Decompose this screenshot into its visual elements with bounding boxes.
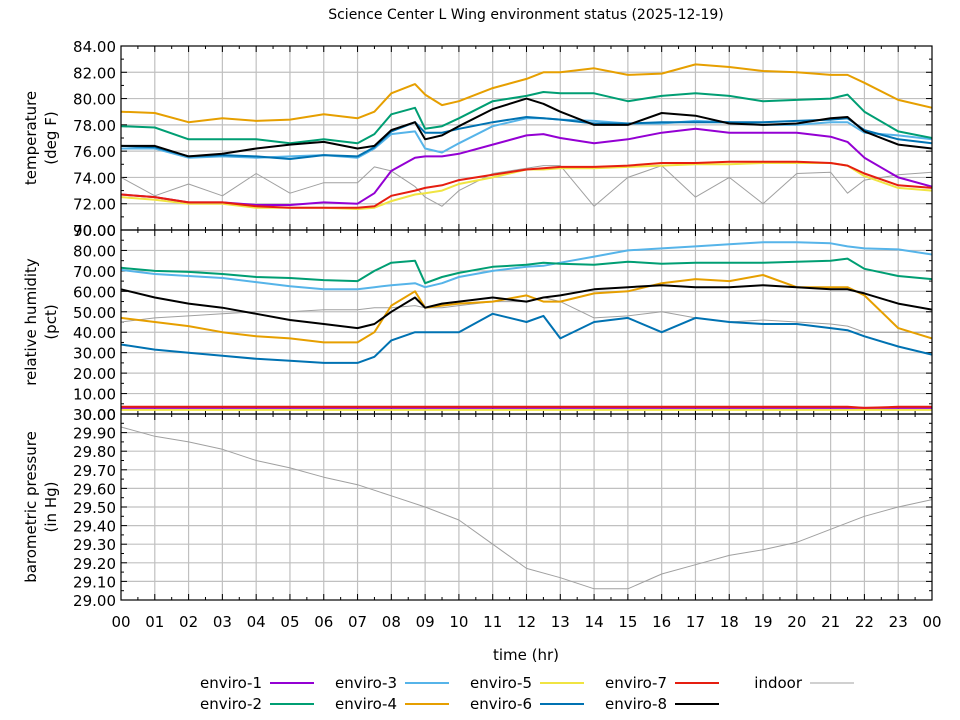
x-tick-labels: 00 01 02 03 04 05 06 07 08 09 10 11 12 13 14 15 16 17 18 19…	[111, 613, 941, 631]
legend-item-enviro-3: enviro-3	[335, 674, 449, 692]
x-tick-label: 11	[483, 613, 502, 631]
y-tick-label: 70.00	[73, 263, 116, 281]
y-tick-label: 29.30	[73, 536, 116, 554]
y-axis-title: relative humidity (pct)	[22, 258, 60, 386]
legend-item-enviro-7: enviro-7	[605, 674, 719, 692]
y-tick-label: 10.00	[73, 386, 116, 404]
y-tick-label: 84.00	[73, 38, 116, 56]
y-tick-label: 74.00	[73, 169, 116, 187]
legend-label: enviro-3	[335, 674, 397, 692]
x-tick-label: 22	[855, 613, 874, 631]
y-tick-label: 29.70	[73, 462, 116, 480]
x-tick-label: 02	[179, 613, 198, 631]
y-tick-label: 80.00	[73, 242, 116, 260]
chart-title: Science Center L Wing environment status…	[328, 7, 724, 23]
series-line-enviro-7	[121, 160, 932, 209]
legend-label: enviro-2	[200, 695, 262, 713]
x-tick-label: 17	[686, 613, 705, 631]
y-tick-label: 29.00	[73, 592, 116, 610]
x-tick-label: 15	[618, 613, 637, 631]
x-tick-label: 05	[280, 613, 299, 631]
y-tick-label: 30.00	[73, 406, 116, 424]
series-line-enviro-6	[121, 312, 932, 364]
y-tick-label: 82.00	[73, 64, 116, 82]
x-tick-label: 16	[652, 613, 671, 631]
x-tick-label: 20	[787, 613, 806, 631]
series-line-enviro-7	[121, 405, 932, 409]
plot-frame	[120, 413, 933, 601]
x-tick-label: 23	[889, 613, 908, 631]
x-axis-title: time (hr)	[493, 646, 559, 664]
y-axis-title: barometric pressure (in Hg)	[22, 431, 60, 583]
x-tick-label: 04	[247, 613, 266, 631]
x-tick-label: 08	[382, 613, 401, 631]
y-tick-label: 29.90	[73, 425, 116, 443]
y-tick-label: 29.40	[73, 518, 116, 536]
x-tick-label: 03	[213, 613, 232, 631]
x-tick-label: 09	[416, 613, 435, 631]
panel-temperature: 84.00 82.00 80.00 78.00 76.00 74.00 72.00 70.00…	[22, 38, 933, 240]
y-tick-label: 72.00	[73, 196, 116, 214]
legend-label: enviro-5	[470, 674, 532, 692]
legend-label: enviro-8	[605, 695, 667, 713]
legend-label: indoor	[754, 674, 803, 692]
x-tick-label: 07	[348, 613, 367, 631]
legend-item-enviro-6: enviro-6	[470, 695, 584, 713]
legend-item-enviro-5: enviro-5	[470, 674, 584, 692]
x-tick-label: 01	[145, 613, 164, 631]
legend-item-enviro-4: enviro-4	[335, 695, 449, 713]
y-tick-label: 29.80	[73, 443, 116, 461]
series-line-enviro-8	[121, 97, 932, 158]
panel-pressure: 30.0029.9029.8029.7029.6029.5029.4029.30…	[22, 406, 933, 610]
y-tick-label: 29.50	[73, 499, 116, 517]
x-tick-label: 00	[922, 613, 941, 631]
x-tick-label: 19	[753, 613, 772, 631]
y-tick-label: 20.00	[73, 365, 116, 383]
series-line-enviro-4	[121, 63, 932, 124]
y-tick-label: 70.00	[73, 222, 116, 240]
y-tick-label: 80.00	[73, 91, 116, 109]
legend-item-enviro-2: enviro-2	[200, 695, 314, 713]
series-line-indoor	[121, 297, 932, 333]
series-line-enviro-1	[121, 127, 932, 206]
legend-item-indoor: indoor	[754, 674, 854, 692]
series-line-indoor	[121, 426, 932, 590]
y-tick-label: 78.00	[73, 117, 116, 135]
legend-item-enviro-1: enviro-1	[200, 674, 314, 692]
legend-label: enviro-7	[605, 674, 667, 692]
y-tick-label: 0.00	[83, 406, 116, 424]
legend-label: enviro-1	[200, 674, 262, 692]
panel-humidity: 90.00 80.00 70.00 60.00 50.00 40.00 30.00 20.00…	[22, 222, 933, 424]
series-line-enviro-3	[121, 117, 932, 159]
x-tick-label: 10	[449, 613, 468, 631]
y-axis-title: temperature (deg F)	[22, 91, 60, 185]
x-tick-label: 14	[585, 613, 604, 631]
x-tick-label: 18	[720, 613, 739, 631]
y-tick-label: 76.00	[73, 143, 116, 161]
series-line-enviro-8	[121, 284, 932, 330]
legend: enviro-1 enviro-2 enviro-3 enviro-4 enviro-5…	[200, 674, 854, 713]
series-line-indoor	[121, 165, 932, 207]
x-tick-label: 00	[111, 613, 130, 631]
legend-label: enviro-6	[470, 695, 532, 713]
x-tick-label: 12	[517, 613, 536, 631]
series-line-enviro-2	[121, 91, 932, 145]
series-line-enviro-3	[121, 241, 932, 291]
y-tick-label: 29.60	[73, 480, 116, 498]
y-tick-label: 40.00	[73, 324, 116, 342]
legend-label: enviro-4	[335, 695, 397, 713]
y-tick-label: 90.00	[73, 222, 116, 240]
x-tick-label: 13	[551, 613, 570, 631]
series-line-enviro-2	[121, 257, 932, 285]
legend-item-enviro-8: enviro-8	[605, 695, 719, 713]
y-tick-label: 30.00	[73, 345, 116, 363]
x-tick-label: 21	[821, 613, 840, 631]
y-tick-label: 50.00	[73, 304, 116, 322]
x-tick-label: 06	[314, 613, 333, 631]
y-tick-label: 60.00	[73, 283, 116, 301]
y-tick-label: 29.10	[73, 573, 116, 591]
series-line-enviro-6	[121, 116, 932, 160]
y-tick-label: 29.20	[73, 555, 116, 573]
